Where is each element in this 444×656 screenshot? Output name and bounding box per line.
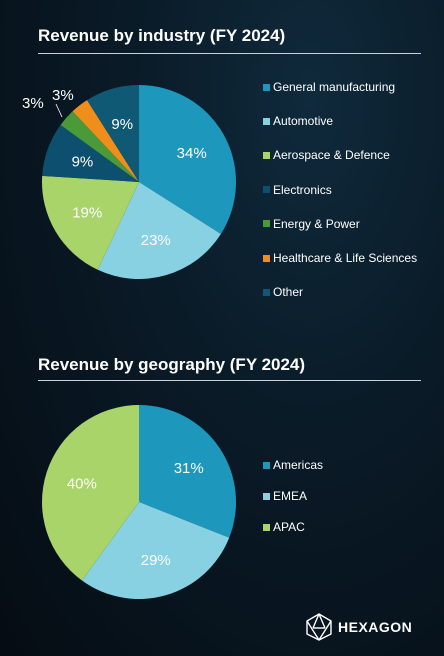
legend1-swatch-0: [263, 83, 270, 91]
pie1-slice-label-2: 19%: [72, 205, 102, 222]
legend2-label-0: Americas: [273, 458, 324, 472]
chart2-title: Revenue by geography (FY 2024): [38, 355, 306, 374]
legend1-label-0: General manufacturing: [273, 80, 396, 94]
pie2-slice-0: [139, 405, 236, 538]
legend2-swatch-1: [263, 492, 270, 500]
legend1-label-3: Electronics: [273, 182, 332, 197]
legend2-swatch-2: [263, 523, 270, 531]
legend2-label-1: EMEA: [273, 489, 308, 503]
legend2-item: EMEA: [263, 489, 307, 503]
industry-pie-chart: 34% 23% 19% 9% 9% 3% 3%: [22, 85, 236, 279]
pie1-slice-label-3: 9%: [72, 154, 94, 171]
legend1-item: Automotive: [263, 114, 333, 128]
legend1-item: Electronics: [263, 183, 332, 197]
pie2-slice-2: [41, 405, 139, 581]
pie1-slice-2: [41, 175, 139, 270]
legend1-swatch-1: [263, 117, 270, 125]
pie1-slice-4: [60, 111, 139, 182]
pie1-slice-5: [72, 100, 139, 182]
pie1-slice-label-1: 23%: [141, 232, 171, 249]
legend1-item: General manufacturing: [263, 80, 395, 94]
legend1-item: Aerospace & Defence: [263, 148, 390, 162]
legend1-swatch-6: [263, 288, 270, 296]
pie1-slice-label-0: 34%: [177, 145, 207, 162]
pie2-slice-label-1: 29%: [141, 552, 171, 569]
pie1-slice-6: [87, 85, 139, 182]
pie2-slice-1: [81, 502, 230, 599]
legend1-swatch-3: [263, 186, 270, 194]
legend1-swatch-4: [263, 220, 270, 228]
legend1-item: Energy & Power: [263, 217, 360, 231]
legend2-label-2: APAC: [273, 520, 305, 534]
legend1-item: Other: [263, 285, 303, 299]
chart1-title-rule: [38, 53, 421, 54]
legend1-label-1: Automotive: [273, 114, 334, 129]
legend1-swatch-2: [263, 151, 270, 159]
legend2-item: APAC: [263, 520, 305, 534]
hexagon-logo: HEXAGON: [304, 612, 412, 642]
pie1-slice-1: [97, 182, 221, 279]
chart1-title: Revenue by industry (FY 2024): [38, 26, 286, 45]
legend1-label-5: Healthcare & Life Sciences: [273, 251, 418, 265]
legend1-label-4: Energy & Power: [273, 216, 360, 231]
legend1-swatch-5: [263, 254, 270, 262]
legend2-item: Americas: [263, 458, 323, 472]
pie1-slice-label-4: 3%: [22, 95, 44, 112]
hexagon-logo-icon: [306, 613, 332, 641]
hexagon-logo-text: HEXAGON: [338, 619, 413, 635]
pie1-slice-label-5: 3%: [52, 87, 74, 104]
pie1-slice-0: [139, 85, 236, 234]
legend2-swatch-0: [263, 461, 270, 469]
legend1-label-6: Other: [273, 285, 304, 300]
pie2-slice-label-2: 40%: [67, 475, 97, 492]
pie1-leader-line: [55, 103, 63, 118]
legend1-label-2: Aerospace & Defence: [273, 148, 390, 163]
legend1-item: Healthcare & Life Sciences: [263, 251, 417, 265]
pie1-slice-label-6: 9%: [111, 116, 133, 133]
pie2-slice-label-0: 31%: [174, 460, 204, 477]
chart2-title-rule: [38, 380, 421, 381]
pie1-slice-3: [42, 124, 139, 182]
